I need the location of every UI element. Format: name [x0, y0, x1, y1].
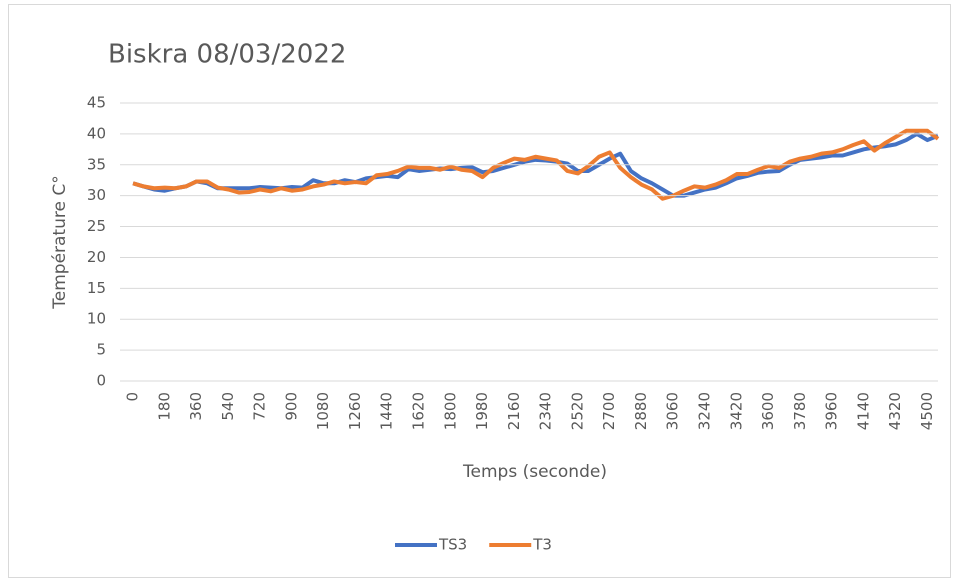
plot: [132, 128, 940, 201]
legend-label: TS3: [438, 536, 467, 554]
x-tick-label: 3600: [759, 392, 777, 430]
y-tick-label: 35: [87, 155, 106, 173]
y-tick-label: 40: [87, 124, 106, 142]
y-tick-label: 0: [96, 372, 106, 390]
series-line: [132, 128, 940, 201]
x-tick-label: 2340: [537, 392, 555, 430]
x-tick-label: 900: [282, 392, 300, 421]
x-tick-label: 3060: [664, 392, 682, 430]
legend: TS3 T3: [395, 536, 552, 554]
x-tick-label: 3420: [727, 392, 745, 430]
x-tick-label: 1440: [378, 392, 396, 430]
y-axis-label: Température C°: [50, 175, 70, 309]
y-tick-label: 10: [87, 310, 106, 328]
y-tick-label: 5: [96, 341, 106, 359]
x-tick-label: 2160: [505, 392, 523, 430]
y-tick-label: 30: [87, 186, 106, 204]
x-tick-label: 1620: [409, 392, 427, 430]
x-tick-label: 1260: [346, 392, 364, 430]
x-tick-label: 360: [187, 392, 205, 421]
x-tick-label: 720: [251, 392, 269, 421]
x-tick-label: 4500: [918, 392, 936, 430]
x-tick-label: 3960: [823, 392, 841, 430]
x-tick-label: 1080: [314, 392, 332, 430]
x-tick-label: 2520: [568, 392, 586, 430]
x-tick-label: 2700: [600, 392, 618, 430]
chart-title: Biskra 08/03/2022: [108, 40, 346, 70]
legend-label: T3: [532, 536, 552, 554]
x-tick-label: 0: [124, 392, 142, 402]
x-axis-label: Temps (seconde): [462, 462, 607, 482]
x-tick-label: 4320: [886, 392, 904, 430]
y-tick-label: 45: [87, 94, 106, 112]
x-tick-label: 3240: [695, 392, 713, 430]
x-tick-label: 1800: [441, 392, 459, 430]
x-tick-label: 540: [219, 392, 237, 421]
x-tick-label: 2880: [632, 392, 650, 430]
chart-frame: [8, 4, 951, 578]
x-tick-label: 4140: [854, 392, 872, 430]
y-tick-label: 20: [87, 248, 106, 266]
x-tick-label: 1980: [473, 392, 491, 430]
x-tick-label: 3780: [791, 392, 809, 430]
y-tick-label: 25: [87, 217, 106, 235]
y-tick-label: 15: [87, 279, 106, 297]
x-tick-label: 180: [155, 392, 173, 421]
